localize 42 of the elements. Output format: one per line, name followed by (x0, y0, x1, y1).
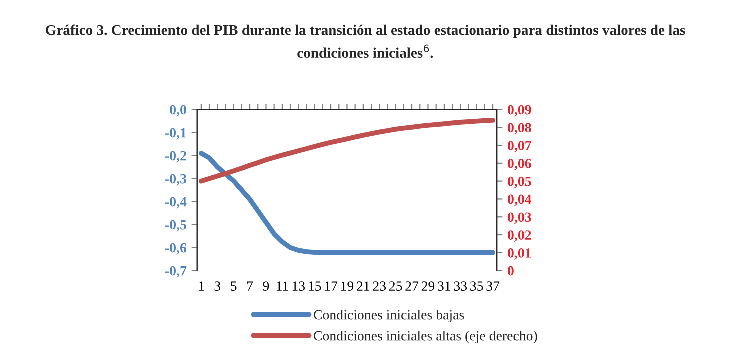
legend-label: Condiciones iniciales altas (eje derecho) (314, 330, 538, 344)
x-tick-label: 5 (231, 282, 237, 291)
y2-tick-label: 0,06 (508, 159, 532, 170)
x-tick-label: 9 (263, 282, 270, 291)
x-tick-label: 35 (470, 282, 484, 291)
x-tick-label: 1 (199, 282, 204, 291)
x-tick-label: 13 (292, 282, 306, 291)
y-tick-label: 0,0 (170, 105, 186, 117)
y2-tick-label: 0,03 (508, 212, 532, 224)
y-tick-label: -0,1 (165, 128, 186, 140)
x-tick-label: 25 (389, 282, 402, 291)
chart-title: Gráfico 3. Crecimiento del PIB durante la transición al estado estacionario para distintos valores de las condiciones iniciales$^{6}$. (46, 24, 686, 58)
legend-label: Condiciones iniciales bajas (314, 310, 464, 323)
y2-tick-label: 0,08 (508, 123, 532, 135)
x-tick-label: 31 (438, 282, 451, 291)
line-series (198, 151, 496, 256)
line-series (198, 118, 496, 184)
x-tick-label: 17 (325, 282, 338, 291)
x-tick-label: 7 (247, 282, 254, 291)
y2-tick-label: 0,07 (508, 141, 532, 153)
y-tick-label: -0,7 (165, 266, 187, 278)
x-tick-label: 23 (373, 282, 386, 291)
y-tick-label: -0,5 (165, 220, 186, 232)
x-tick-label: 11 (276, 282, 288, 291)
y-tick-label: -0,2 (165, 151, 186, 163)
y2-tick-label: 0,01 (508, 248, 532, 260)
x-tick-label: 19 (342, 282, 354, 291)
x-tick-label: 21 (357, 282, 370, 291)
x-tick-label: 3 (214, 282, 221, 291)
x-tick-label: 37 (486, 282, 500, 291)
x-tick-label: 15 (309, 282, 322, 291)
y2-tick-label: 0,05 (508, 176, 532, 188)
y2-tick-label: 0,02 (508, 230, 532, 242)
y-tick-label: -0,3 (165, 174, 186, 186)
x-tick-label: 29 (422, 282, 435, 291)
y-tick-label: -0,4 (165, 197, 187, 209)
y2-tick-label: 0,04 (508, 194, 532, 206)
y2-tick-label: 0 (508, 266, 514, 276)
x-tick-label: 33 (454, 282, 468, 291)
y2-tick-label: 0,09 (508, 105, 532, 117)
x-tick-label: 27 (406, 282, 419, 291)
y-tick-label: -0,6 (165, 243, 187, 255)
